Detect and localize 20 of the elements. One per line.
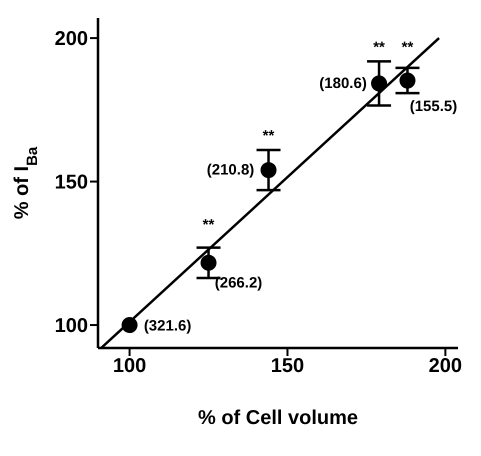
x-tick-label: 200 — [428, 355, 462, 378]
y-tick-label: 200 — [54, 28, 88, 50]
point — [200, 254, 217, 271]
annotation: ** — [262, 128, 275, 145]
annotation: (180.6) — [319, 74, 367, 92]
point — [371, 75, 388, 92]
annotation: ** — [402, 39, 414, 56]
point — [399, 72, 416, 89]
annotation: ** — [373, 38, 386, 56]
x-axis-title: % of Cell volume — [198, 407, 358, 430]
annotation: (266.2) — [214, 274, 262, 292]
x-tick-label: 100 — [112, 355, 146, 378]
annotation: (321.6) — [144, 318, 192, 335]
annotation: ** — [202, 216, 215, 234]
y-tick-label: 150 — [54, 172, 88, 194]
point — [260, 162, 277, 178]
annotation: (155.5) — [410, 98, 458, 116]
annotation: (210.8) — [206, 162, 254, 179]
x-tick-label: 150 — [270, 355, 304, 378]
y-tick-label: 100 — [54, 315, 88, 338]
